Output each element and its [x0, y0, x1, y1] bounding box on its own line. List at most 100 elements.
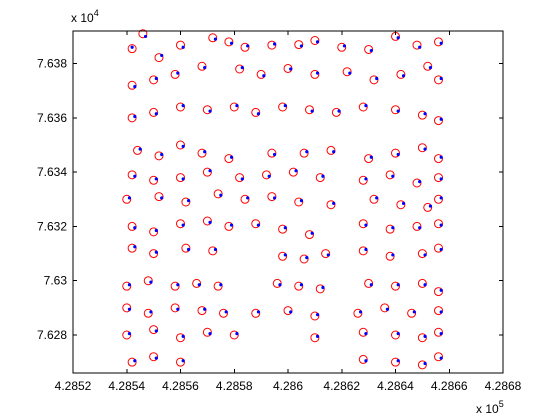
data-point-dot	[154, 250, 158, 254]
data-point-circle	[154, 192, 164, 202]
data-point-dot	[289, 310, 293, 314]
data-point-circle	[423, 202, 433, 212]
data-point-circle	[202, 105, 212, 115]
data-point-circle	[208, 33, 218, 43]
data-point-dot	[305, 150, 309, 154]
data-point-circle	[154, 53, 164, 63]
data-point-circle	[267, 40, 277, 50]
data-point-circle	[391, 105, 400, 115]
data-point-circle	[127, 113, 137, 123]
data-point-dot	[160, 53, 164, 58]
data-point-dot	[154, 177, 158, 181]
data-point-dot	[127, 196, 132, 200]
data-point-circle	[143, 276, 153, 286]
data-point-dot	[283, 253, 287, 257]
data-point-dot	[127, 332, 132, 336]
data-point-circle	[310, 69, 320, 79]
plot-area	[73, 31, 503, 373]
data-point-dot	[224, 310, 228, 314]
data-point-dot	[229, 41, 234, 45]
data-point-dot	[203, 150, 207, 154]
data-point-dot	[208, 169, 212, 173]
data-point-circle	[127, 221, 137, 231]
data-point-dot	[369, 155, 373, 159]
data-point-dot	[272, 196, 277, 200]
y-tick-label: 7.636	[37, 111, 67, 125]
data-point-dot	[235, 332, 239, 336]
data-point-circle	[358, 246, 368, 256]
data-point-dot	[133, 245, 137, 249]
y-multiplier-label: x 104	[71, 8, 99, 25]
data-point-circle	[278, 224, 288, 234]
data-point-circle	[197, 306, 207, 316]
data-point-circle	[434, 327, 443, 337]
data-point-circle	[170, 69, 180, 79]
data-point-circle	[149, 75, 159, 85]
data-point-circle	[358, 354, 368, 364]
data-point-circle	[240, 42, 250, 52]
data-point-circle	[229, 330, 239, 340]
data-point-circle	[127, 357, 137, 367]
data-point-dot	[278, 283, 282, 287]
data-point-dot	[326, 253, 330, 257]
data-point-dot	[176, 283, 180, 287]
y-multiplier-exponent: 4	[94, 8, 99, 18]
data-point-dot	[385, 307, 390, 311]
data-point-dot	[229, 155, 234, 159]
data-point-dot	[127, 283, 132, 287]
data-point-dot	[130, 45, 134, 49]
data-point-dot	[213, 247, 218, 252]
data-point-dot	[203, 66, 207, 70]
data-point-circle	[434, 287, 443, 297]
data-point-dot	[439, 196, 443, 200]
data-point-circle	[412, 40, 422, 50]
data-point-dot	[181, 144, 185, 148]
data-point-dot	[358, 310, 363, 314]
data-point-dot	[149, 280, 153, 284]
data-point-circle	[149, 325, 159, 335]
data-point-dot	[262, 74, 266, 78]
data-point-dot	[154, 329, 158, 333]
data-point-dot	[246, 44, 250, 48]
data-point-circle	[358, 219, 368, 229]
data-point-dot	[154, 228, 158, 233]
data-point-dot	[267, 174, 271, 178]
data-point-circle	[149, 227, 159, 237]
data-point-dot	[369, 48, 373, 53]
data-point-dot	[160, 196, 164, 200]
data-point-dot	[391, 253, 395, 257]
data-point-dot	[396, 332, 400, 336]
y-tick-label: 7.634	[37, 165, 67, 179]
data-point-dot	[181, 334, 185, 338]
data-point-circle	[396, 69, 406, 79]
data-point-dot	[364, 332, 368, 336]
data-point-dot	[133, 359, 137, 363]
data-point-dot	[299, 199, 304, 203]
data-point-circle	[127, 44, 137, 54]
data-point-circle	[176, 219, 185, 229]
data-point-dot	[240, 66, 244, 70]
data-point-dot	[348, 71, 352, 75]
data-point-circle	[229, 102, 239, 112]
data-point-dot	[342, 44, 347, 48]
data-point-dot	[127, 307, 132, 311]
data-point-circle	[364, 154, 374, 164]
data-point-dot	[149, 310, 153, 314]
data-point-dot	[315, 313, 320, 317]
x-tick-label: 4.2868	[485, 379, 522, 393]
data-point-circle	[434, 154, 443, 164]
data-point-circle	[262, 170, 271, 180]
data-point-circle	[133, 145, 142, 155]
data-point-dot	[235, 104, 239, 108]
data-point-circle	[283, 306, 293, 316]
data-point-circle	[294, 40, 304, 50]
data-point-dot	[256, 223, 261, 227]
data-point-circle	[315, 173, 325, 183]
x-tick-label: 4.2854	[108, 379, 145, 393]
data-point-circle	[396, 200, 406, 210]
data-point-circle	[176, 173, 185, 183]
data-point-circle	[224, 221, 234, 231]
data-point-circle	[391, 330, 400, 340]
data-point-dot	[423, 283, 427, 287]
